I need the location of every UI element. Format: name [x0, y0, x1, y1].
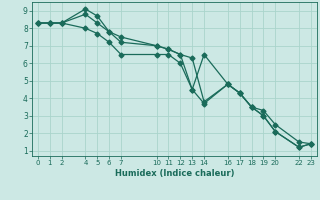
X-axis label: Humidex (Indice chaleur): Humidex (Indice chaleur) [115, 169, 234, 178]
